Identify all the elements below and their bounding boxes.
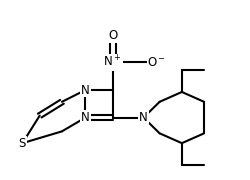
Text: N$^+$: N$^+$: [104, 55, 122, 70]
Text: N: N: [139, 111, 148, 124]
Text: S: S: [19, 137, 26, 150]
Text: N: N: [81, 84, 90, 96]
Text: O: O: [108, 29, 117, 42]
Text: O$^-$: O$^-$: [147, 56, 166, 69]
Text: N: N: [81, 111, 90, 124]
